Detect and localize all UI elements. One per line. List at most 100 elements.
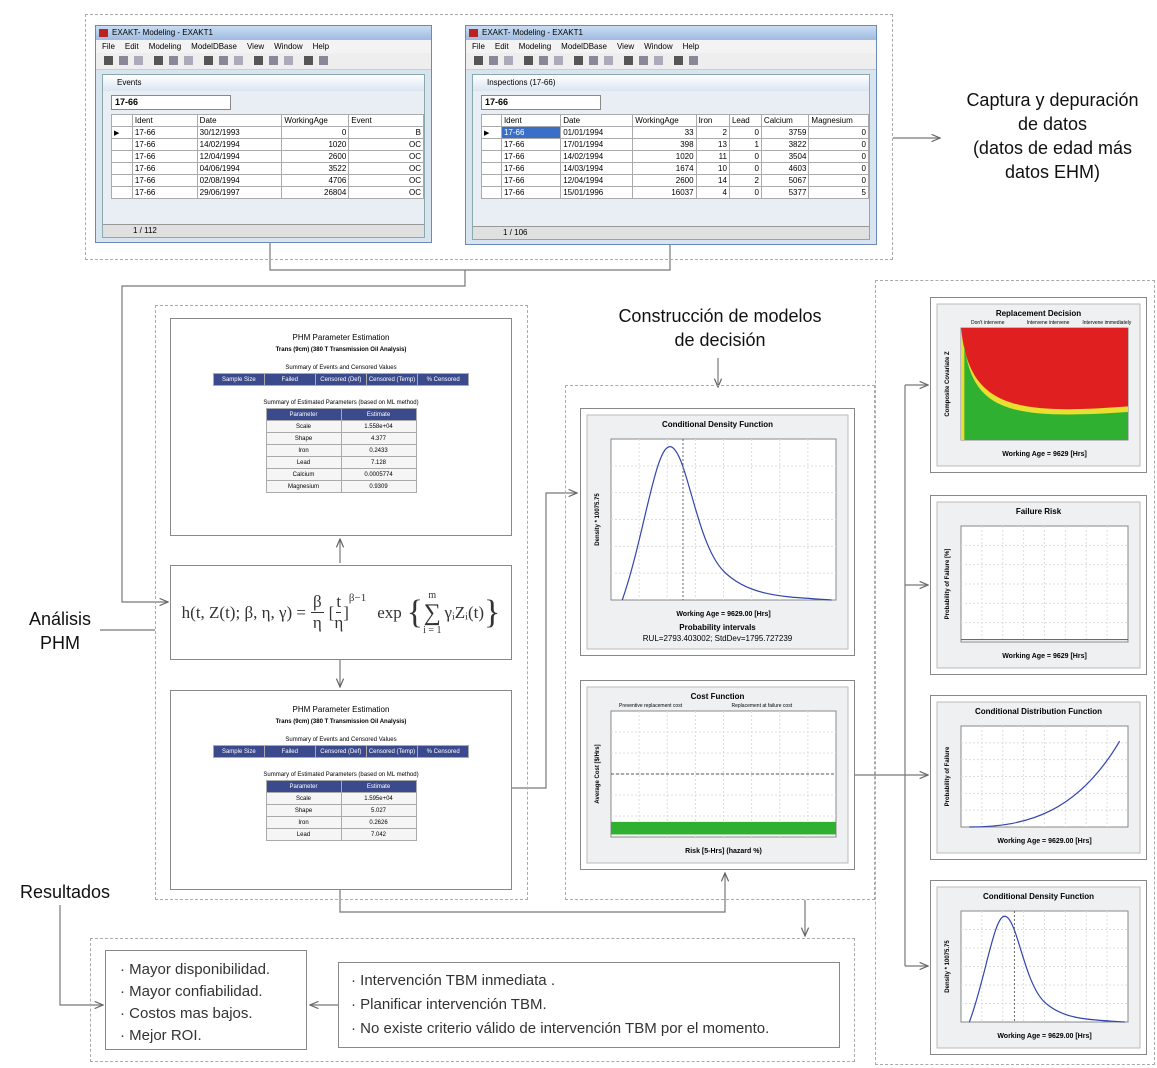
tool-icon — [489, 56, 498, 65]
bracket: [tη]β−1 — [329, 592, 367, 633]
result-item: · Mejor ROI. — [120, 1025, 306, 1047]
column-header: WorkingAge — [282, 115, 349, 127]
chart-panel: Cost FunctionRisk [5-Hrs] (hazard %)Aver… — [580, 680, 855, 870]
legend-entry: Replacement at failure cost — [732, 703, 793, 709]
params-table: ParameterEstimateScale1.595e+04Shape5.02… — [266, 780, 417, 841]
param-row: Iron0.2433 — [266, 445, 416, 457]
column-header: Sample Size — [213, 374, 264, 386]
cell: 1.558e+04 — [341, 421, 416, 433]
column-header: Estimate — [341, 409, 416, 421]
capture-label-line: Captura y depuración — [950, 88, 1155, 112]
tool-icon — [184, 56, 193, 65]
param-row: Lead7.042 — [266, 829, 416, 841]
menu-item: Help — [683, 42, 699, 51]
cell: 17-66 — [501, 163, 560, 175]
cell: 17-66 — [132, 163, 197, 175]
row-marker — [112, 175, 133, 187]
x-axis-label: Working Age = 9629.00 [Hrs] — [997, 1033, 1091, 1040]
result-item: · Costos mas bajos. — [120, 1003, 306, 1025]
menu-item: Window — [644, 42, 672, 51]
data-row: 17-6614/03/1994167410046030 — [482, 163, 869, 175]
cell: 0 — [282, 127, 349, 139]
cell: 3522 — [282, 163, 349, 175]
cell: 7.042 — [341, 829, 416, 841]
events-table: Sample SizeFailedCensored (Def)Censored … — [213, 373, 469, 386]
cell: 0.9309 — [341, 481, 416, 493]
cell: 0 — [809, 163, 869, 175]
cell: 02/08/1994 — [197, 175, 282, 187]
cell: 2600 — [282, 151, 349, 163]
caption: Summary of Events and Censored Values — [171, 737, 511, 743]
row-marker — [482, 163, 502, 175]
decision-item: · Intervención TBM inmediata . — [351, 969, 839, 993]
row-marker — [482, 139, 502, 151]
cell: 5377 — [761, 187, 808, 199]
app-icon — [469, 29, 478, 37]
phm-label-line: Análisis — [10, 607, 110, 631]
tool-icon — [639, 56, 648, 65]
exponent: β−1 — [349, 592, 366, 604]
cell: Shape — [266, 433, 341, 445]
tool-icon — [204, 56, 213, 65]
cell: 04/06/1994 — [197, 163, 282, 175]
cell: Magnesium — [266, 481, 341, 493]
cell: OC — [349, 163, 424, 175]
column-header: WorkingAge — [633, 115, 696, 127]
chart-svg: Conditional Density FunctionWorking Age … — [931, 881, 1146, 1054]
cell: Lead — [266, 829, 341, 841]
chart-svg: Replacement DecisionWorking Age = 9629 [… — [931, 298, 1146, 472]
tool-icon — [604, 56, 613, 65]
column-header: Event — [349, 115, 424, 127]
record-nav: 1 / 106 — [473, 226, 869, 239]
phm-title: PHM Parameter Estimation — [171, 333, 511, 342]
cell: 30/12/1993 — [197, 127, 282, 139]
x-axis-label: Working Age = 9629.00 [Hrs] — [676, 611, 770, 618]
row-marker — [482, 175, 502, 187]
column-header: Failed — [264, 374, 315, 386]
row-marker — [482, 151, 502, 163]
cell: 0 — [809, 127, 869, 139]
app-icon — [99, 29, 108, 37]
cell: Iron — [266, 817, 341, 829]
model-label-line: de decisión — [590, 328, 850, 352]
tool-icon — [304, 56, 313, 65]
tool-icon — [654, 56, 663, 65]
param-row: Iron0.2626 — [266, 817, 416, 829]
tool-icon — [219, 56, 228, 65]
column-header: Censored (Def) — [315, 746, 366, 758]
sum-sign: ∑ — [424, 601, 441, 625]
fraction: tη — [334, 592, 343, 633]
cell: 01/01/1994 — [561, 127, 633, 139]
cell: 33 — [633, 127, 696, 139]
row-marker — [112, 139, 133, 151]
cell: 0 — [729, 163, 761, 175]
results-left: · Mayor disponibilidad.· Mayor confiabil… — [105, 950, 307, 1050]
cell: 1.595e+04 — [341, 793, 416, 805]
app-window: EXAKT- Modeling - EXAKT1FileEditModeling… — [465, 25, 877, 245]
y-axis-label: Density * 10075.75 — [945, 940, 951, 993]
child-title: Events — [103, 75, 424, 91]
cell: 4603 — [761, 163, 808, 175]
column-header: Sample Size — [213, 746, 264, 758]
cell: 10 — [696, 163, 729, 175]
cell: Scale — [266, 793, 341, 805]
events-table: Sample SizeFailedCensored (Def)Censored … — [213, 745, 469, 758]
cell: 17-66 — [132, 187, 197, 199]
param-row: Shape4.377 — [266, 433, 416, 445]
y-axis-label: Density * 10075.75 — [595, 493, 601, 546]
row-marker: ▶ — [482, 127, 502, 139]
tool-icon — [234, 56, 243, 65]
chart-svg: Failure RiskWorking Age = 9629 [Hrs]Prob… — [931, 496, 1146, 674]
phm-label: AnálisisPHM — [10, 607, 110, 655]
column-header: Calcium — [761, 115, 808, 127]
legend-entry: Preventive replacement cost — [619, 703, 683, 709]
column-header: Date — [197, 115, 282, 127]
decision-item: · No existe criterio válido de intervenc… — [351, 1017, 839, 1041]
cell: 13 — [696, 139, 729, 151]
cell: 5.027 — [341, 805, 416, 817]
